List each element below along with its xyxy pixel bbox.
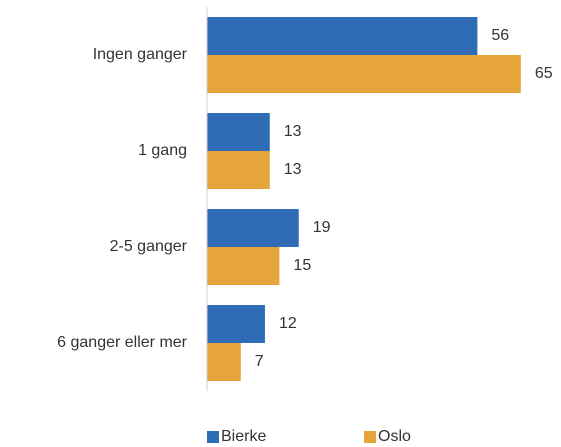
data-label: 13 (284, 123, 302, 140)
y-tick-label: 1 gang (138, 142, 187, 159)
data-label: 19 (313, 219, 331, 236)
data-label: 12 (279, 315, 297, 332)
data-label: 13 (284, 161, 302, 178)
bar (207, 247, 280, 285)
legend-label: Bierke (221, 428, 266, 445)
bar (207, 17, 478, 55)
bar (207, 151, 270, 189)
bar (207, 209, 299, 247)
y-tick-label: 6 ganger eller mer (57, 334, 188, 351)
bar (207, 305, 265, 343)
legend-swatch (364, 431, 376, 443)
bar (207, 343, 241, 381)
legend-label: Oslo (378, 428, 411, 445)
data-label: 65 (535, 65, 553, 82)
bar (207, 55, 521, 93)
y-tick-label: 2-5 ganger (110, 238, 188, 255)
data-label: 7 (255, 353, 264, 370)
data-label: 56 (491, 27, 509, 44)
legend-swatch (207, 431, 219, 443)
bar (207, 113, 270, 151)
y-tick-label: Ingen ganger (93, 46, 188, 63)
data-label: 15 (293, 257, 311, 274)
